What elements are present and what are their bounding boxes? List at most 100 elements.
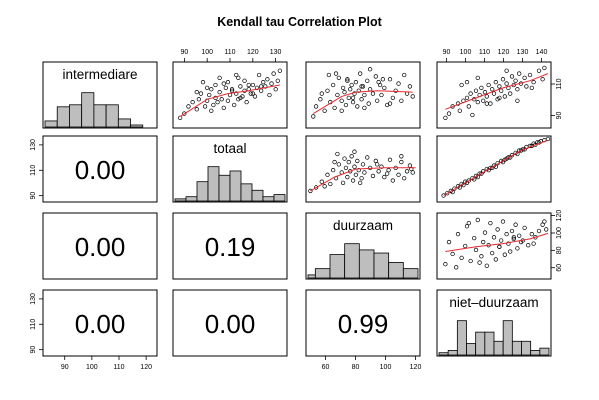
panel-frame (172, 135, 288, 203)
scatter-point (311, 114, 316, 119)
scatter-point (217, 75, 222, 81)
scatter-point (459, 82, 464, 88)
histogram-bar (273, 194, 286, 202)
scatter-point (359, 84, 364, 89)
scatter-point (370, 173, 376, 179)
histogram-bar (521, 340, 532, 356)
scatter-point (335, 151, 340, 157)
scatter-point (497, 84, 502, 89)
scatter-point (194, 89, 199, 95)
scatter-point (529, 85, 534, 91)
scatter-point (336, 162, 341, 167)
scatter-point (517, 71, 522, 76)
scatter-point (488, 101, 493, 106)
scatter-point (531, 79, 536, 85)
histogram-bar (251, 189, 264, 202)
scatter-point (352, 164, 357, 169)
panel-frame (172, 61, 288, 129)
scatter-point (396, 81, 401, 86)
scatter-point (375, 98, 380, 103)
histogram-bar (56, 106, 70, 128)
scatter-point (362, 105, 367, 111)
scatter-point (339, 108, 344, 113)
scatter-point (348, 169, 353, 174)
scatter-point (509, 228, 515, 234)
scatter-point (319, 179, 324, 184)
scatter-point (407, 163, 413, 168)
correlation-value: 0.00 (75, 232, 126, 262)
correlation-value: 0.00 (75, 309, 126, 339)
histogram-bar (530, 350, 541, 356)
scatter-point (340, 180, 346, 185)
scatter-point (350, 99, 356, 105)
variable-label: totaal (213, 141, 246, 156)
scatter-point (207, 92, 212, 98)
scatter-point (527, 72, 533, 78)
scatter-point (238, 95, 243, 101)
scatter-point (248, 91, 253, 96)
scatter-point (404, 169, 410, 174)
scatter-point (194, 107, 199, 112)
lowess-line (443, 139, 549, 196)
scatter-point (331, 168, 336, 173)
panel-frame (172, 289, 288, 357)
scatter-point (234, 72, 239, 78)
scatter-point (515, 98, 520, 103)
scatter-point (360, 162, 366, 167)
axis-tick-label: 130 (30, 139, 37, 151)
histogram-bar (93, 104, 107, 128)
scatter-point (522, 225, 527, 230)
scatter-point (536, 228, 542, 234)
scatter-point (223, 85, 228, 91)
axis-tick-label: 60 (556, 264, 563, 272)
histogram-bar (314, 268, 331, 279)
histogram-bar (185, 196, 198, 202)
scatter-point (350, 95, 356, 101)
scatter-point (261, 79, 266, 85)
scatter-point (513, 78, 518, 83)
axis-tick-label: 110 (113, 364, 124, 371)
scatter-point (362, 92, 367, 98)
scatter-point (366, 101, 371, 106)
scatter-point (252, 94, 258, 99)
scatter-point (506, 241, 511, 246)
axis-tick-label: 120 (410, 364, 422, 371)
scatter-point (345, 78, 350, 83)
scatter-point (502, 94, 507, 99)
scatter-point (373, 74, 378, 79)
scatter-point (517, 233, 522, 238)
scatter-point (211, 102, 216, 108)
scatter-panel (311, 67, 415, 119)
histogram-bar (262, 196, 275, 202)
scatter-point (443, 262, 448, 267)
scatter-point (333, 71, 339, 76)
histogram-bar (511, 340, 522, 356)
panel-frame (42, 135, 158, 203)
scatter-point (500, 219, 506, 224)
variable-label: niet–duurzaam (449, 295, 538, 310)
panel-frame (305, 61, 421, 129)
scatter-point (380, 77, 386, 82)
histogram-bar (475, 331, 486, 356)
panel-frame (436, 289, 552, 357)
scatter-point (524, 84, 529, 89)
axis-tick-label: 120 (247, 49, 259, 56)
scatter-point (352, 149, 357, 154)
scatter-panel (178, 68, 282, 121)
scatter-point (477, 260, 482, 265)
scatter-point (217, 89, 222, 95)
histogram-bar (218, 174, 231, 202)
scatter-point (511, 236, 516, 242)
histogram-bar (196, 181, 209, 202)
scatter-point (390, 178, 395, 183)
scatter-point (236, 75, 241, 81)
histogram-bar (447, 350, 458, 356)
scatter-point (246, 82, 251, 88)
axis-tick-label: 80 (556, 246, 563, 254)
scatter-point (355, 158, 360, 164)
scatter-point (367, 67, 373, 72)
scatter-point (343, 102, 349, 108)
scatter-point (445, 191, 450, 196)
scatter-point (387, 77, 393, 82)
scatter-point (244, 99, 249, 105)
